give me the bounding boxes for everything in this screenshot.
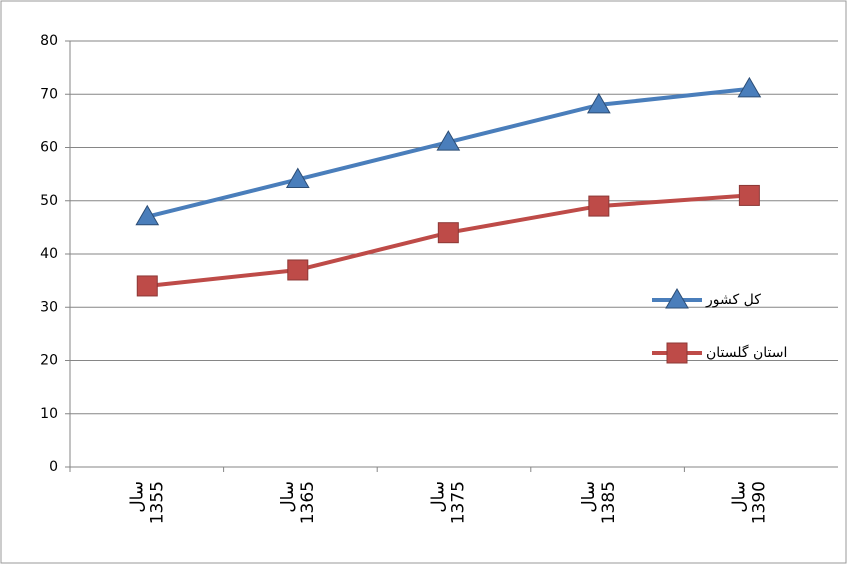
y-tick-label: 10 [40,406,58,422]
data-point [738,184,760,206]
data-point [287,259,309,281]
data-point [436,130,461,151]
y-tick-label: 20 [40,353,58,369]
x-tick-label: سال1390 [729,481,769,524]
legend-marker [665,288,689,309]
data-point [588,195,610,217]
data-point [136,275,158,297]
x-tick-label: سال1375 [428,481,468,524]
legend-label: کل کشور [705,292,761,308]
y-tick-label: 0 [49,459,58,475]
y-tick-label: 50 [40,193,58,209]
data-point [737,76,762,98]
legend-label: استان گلستان [706,344,787,361]
data-point [437,222,459,244]
y-tick-label: 80 [40,33,58,49]
x-tick-label: سال1355 [127,481,167,524]
y-tick-label: 30 [40,299,58,315]
y-tick-label: 60 [40,140,58,156]
x-tick-label: سال1365 [278,481,318,524]
data-point [586,92,611,114]
data-point [285,167,310,188]
y-tick-label: 40 [40,246,58,262]
data-point [135,204,160,226]
legend-marker [666,342,688,364]
y-tick-label: 70 [40,86,58,102]
x-tick-label: سال1385 [579,481,619,524]
